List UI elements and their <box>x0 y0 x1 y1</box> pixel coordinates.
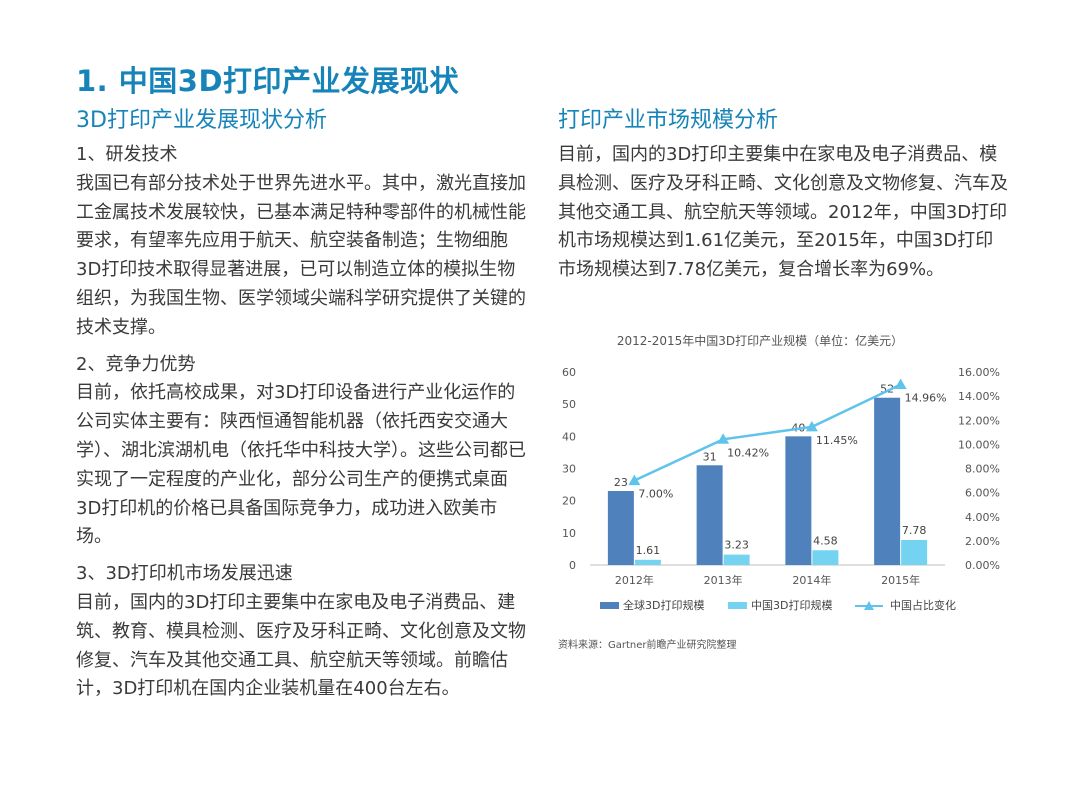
y-tick-label: 50 <box>562 398 576 411</box>
market-size-paragraph: 目前，国内的3D打印主要集中在家电及电子消费品、模具检测、医疗及牙科正畸、文化创… <box>558 144 1008 281</box>
y-tick-label: 60 <box>562 366 576 379</box>
y2-tick-label: 0.00% <box>965 559 1000 572</box>
market-size-chart: 2012-2015年中国3D打印产业规模（单位：亿美元） 0 10 20 30 40 50 6… <box>562 333 1000 612</box>
section-heading-competitiveness: 2、竞争力优势 <box>76 353 196 375</box>
chart-title: 2012-2015年中国3D打印产业规模（单位：亿美元） <box>617 333 903 348</box>
left-section-title: 3D打印产业发展现状分析 <box>76 108 327 133</box>
share-point <box>628 474 641 486</box>
y2-tick-label: 8.00% <box>965 463 1000 476</box>
y2-tick-label: 2.00% <box>965 535 1000 548</box>
section-body-market-growth: 目前，国内的3D打印主要集中在家电及电子消费品、建筑、教育、模具检测、医疗及牙科… <box>76 591 526 700</box>
source-note: 资料来源：Gartner前瞻产业研究院整理 <box>558 640 737 651</box>
x-tick-label: 2015年 <box>881 573 920 587</box>
section-body-competitiveness: 目前，依托高校成果，对3D打印设备进行产业化运作的公司实体主要有：陕西恒通智能机… <box>76 382 526 548</box>
y-tick-label: 10 <box>562 527 576 540</box>
bar-china-label: 7.78 <box>902 524 927 537</box>
y2-tick-label: 4.00% <box>965 511 1000 524</box>
share-point <box>717 433 730 444</box>
legend-label-global: 全球3D打印规模 <box>623 598 704 612</box>
bar-china <box>812 550 839 565</box>
share-point-label: 7.00% <box>638 488 673 501</box>
share-point <box>894 378 907 390</box>
bar-china <box>723 554 750 565</box>
bar-global-label: 23 <box>614 476 628 489</box>
y-tick-label: 40 <box>562 430 576 443</box>
share-point-label: 14.96% <box>905 392 947 405</box>
left-column: 1、研发技术 我国已有部分技术处于世界先进水平。其中，激光直接加工金属技术发展较… <box>76 141 526 704</box>
bar-china-label: 1.61 <box>636 544 661 557</box>
bar-global-label: 31 <box>703 450 717 463</box>
share-point <box>805 420 818 432</box>
bar-china-label: 3.23 <box>724 539 749 552</box>
bar-global <box>874 397 901 565</box>
bar-global <box>607 491 634 565</box>
legend-swatch-china <box>728 602 747 609</box>
legend-marker-share <box>864 601 874 610</box>
x-tick-label: 2013年 <box>704 573 743 587</box>
y2-tick-label: 10.00% <box>958 438 1000 451</box>
right-section-title: 打印产业市场规模分析 <box>558 108 779 133</box>
bar-global <box>785 436 812 565</box>
share-point-label: 11.45% <box>816 434 858 447</box>
y-tick-label: 0 <box>569 559 576 572</box>
x-tick-label: 2012年 <box>615 573 654 587</box>
bar-china <box>901 539 928 565</box>
share-line <box>633 383 902 482</box>
bar-china <box>634 559 661 565</box>
bar-global <box>696 465 723 565</box>
y2-tick-label: 16.00% <box>958 366 1000 379</box>
share-point-label: 10.42% <box>727 446 769 459</box>
legend-label-china: 中国3D打印规模 <box>751 598 832 612</box>
y2-tick-label: 14.00% <box>958 390 1000 403</box>
legend-label-share: 中国占比变化 <box>890 598 956 612</box>
y-tick-label: 30 <box>562 463 576 476</box>
legend-swatch-global <box>600 602 619 609</box>
page-title: 1. 中国3D打印产业发展现状 <box>76 64 460 98</box>
section-heading-market-growth: 3、3D打印机市场发展迅速 <box>76 563 293 585</box>
y-tick-label: 20 <box>562 495 576 508</box>
section-body-rnd: 我国已有部分技术处于世界先进水平。其中，激光直接加工金属技术发展较快，已基本满足… <box>76 172 526 338</box>
x-tick-label: 2014年 <box>792 573 831 587</box>
bar-china-label: 4.58 <box>813 534 838 547</box>
y2-tick-label: 12.00% <box>958 414 1000 427</box>
section-heading-rnd: 1、研发技术 <box>76 144 178 165</box>
y2-tick-label: 6.00% <box>965 487 1000 500</box>
